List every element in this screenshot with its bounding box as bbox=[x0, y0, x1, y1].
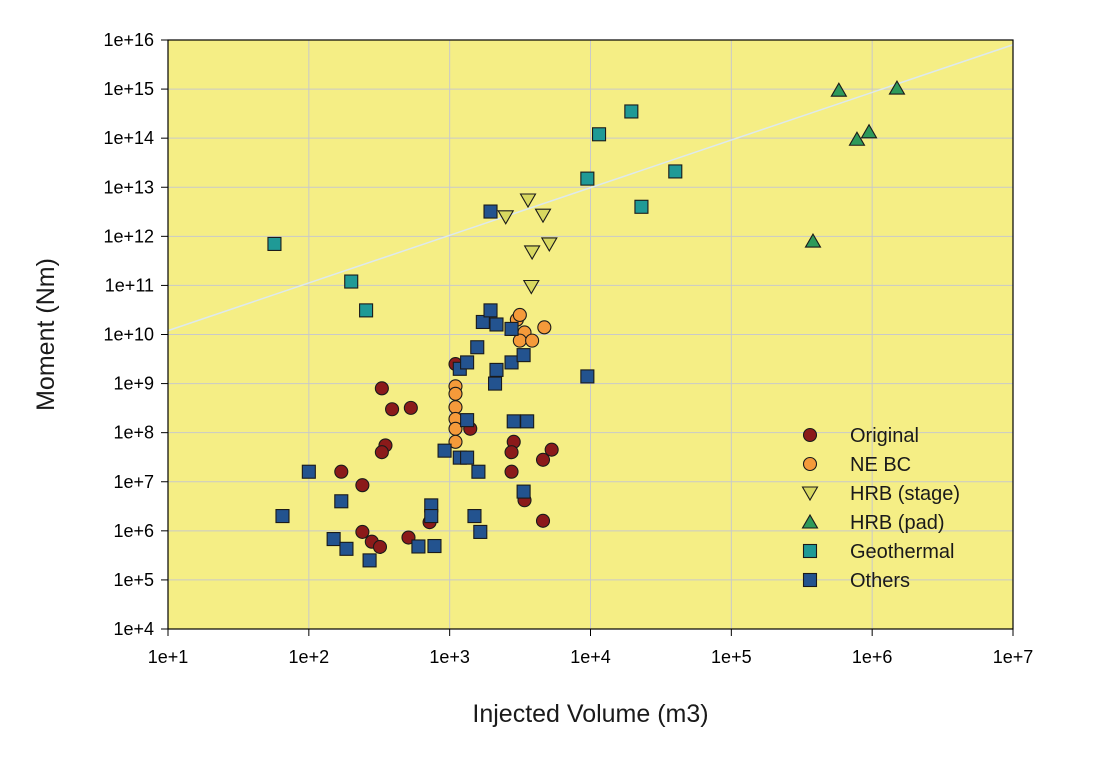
point-geothermal bbox=[268, 237, 281, 250]
point-others bbox=[302, 465, 315, 478]
x-tick-label: 1e+3 bbox=[429, 647, 470, 667]
point-original bbox=[356, 479, 369, 492]
point-others bbox=[507, 415, 520, 428]
point-others bbox=[340, 542, 353, 555]
legend-marker-geothermal bbox=[804, 545, 817, 558]
y-tick-label: 1e+7 bbox=[113, 472, 154, 492]
point-others bbox=[505, 356, 518, 369]
point-others bbox=[472, 465, 485, 478]
point-others bbox=[438, 444, 451, 457]
y-tick-label: 1e+14 bbox=[103, 128, 154, 148]
x-tick-label: 1e+5 bbox=[711, 647, 752, 667]
x-tick-label: 1e+1 bbox=[148, 647, 189, 667]
point-others bbox=[461, 414, 474, 427]
point-ne-bc bbox=[526, 334, 539, 347]
point-geothermal bbox=[581, 172, 594, 185]
point-original bbox=[375, 382, 388, 395]
point-geothermal bbox=[669, 165, 682, 178]
point-original bbox=[537, 514, 550, 527]
point-others bbox=[581, 370, 594, 383]
point-others bbox=[521, 415, 534, 428]
y-axis-title: Moment (Nm) bbox=[32, 258, 60, 411]
y-tick-label: 1e+8 bbox=[113, 423, 154, 443]
legend-label: HRB (pad) bbox=[850, 512, 944, 534]
point-original bbox=[505, 465, 518, 478]
x-tick-label: 1e+6 bbox=[852, 647, 893, 667]
legend-marker-original bbox=[804, 429, 817, 442]
point-original bbox=[373, 540, 386, 553]
point-original bbox=[545, 443, 558, 456]
point-geothermal bbox=[360, 304, 373, 317]
point-others bbox=[412, 540, 425, 553]
point-others bbox=[327, 533, 340, 546]
y-tick-label: 1e+16 bbox=[103, 30, 154, 50]
point-original bbox=[335, 465, 348, 478]
y-tick-label: 1e+11 bbox=[105, 275, 154, 295]
y-tick-label: 1e+6 bbox=[113, 521, 154, 541]
point-original bbox=[356, 525, 369, 538]
point-others bbox=[484, 205, 497, 218]
point-others bbox=[474, 525, 487, 538]
point-geothermal bbox=[345, 275, 358, 288]
point-ne-bc bbox=[513, 334, 526, 347]
x-axis-title: Injected Volume (m3) bbox=[472, 700, 708, 728]
point-others bbox=[335, 495, 348, 508]
y-tick-label: 1e+5 bbox=[113, 570, 154, 590]
point-others bbox=[276, 510, 289, 523]
legend-label: Others bbox=[850, 570, 910, 592]
x-tick-label: 1e+7 bbox=[993, 647, 1034, 667]
legend-marker-ne-bc bbox=[804, 458, 817, 471]
point-others bbox=[517, 485, 530, 498]
point-geothermal bbox=[593, 128, 606, 141]
point-others bbox=[363, 554, 376, 567]
y-axis-tick-labels: 1e+4 1e+5 1e+6 1e+7 1e+8 1e+9 1e+10 1e+11 1e+12 1… bbox=[103, 30, 154, 639]
point-others bbox=[425, 510, 438, 523]
point-original bbox=[505, 446, 518, 459]
point-geothermal bbox=[625, 105, 638, 118]
point-ne-bc bbox=[538, 321, 551, 334]
point-geothermal bbox=[635, 200, 648, 213]
point-ne-bc bbox=[449, 387, 462, 400]
point-others bbox=[468, 510, 481, 523]
point-ne-bc bbox=[513, 308, 526, 321]
point-ne-bc bbox=[449, 422, 462, 435]
x-axis-tick-labels: 1e+1 1e+2 1e+3 1e+4 1e+5 1e+6 1e+7 bbox=[148, 647, 1034, 667]
point-others bbox=[461, 356, 474, 369]
legend-label: Geothermal bbox=[850, 541, 955, 563]
legend-label: NE BC bbox=[850, 454, 911, 476]
point-others bbox=[471, 341, 484, 354]
y-tick-label: 1e+10 bbox=[103, 325, 154, 345]
x-tick-label: 1e+4 bbox=[570, 647, 611, 667]
y-tick-label: 1e+4 bbox=[113, 619, 154, 639]
point-original bbox=[386, 403, 399, 416]
legend-label: HRB (stage) bbox=[850, 483, 960, 505]
point-others bbox=[484, 304, 497, 317]
y-tick-label: 1e+15 bbox=[103, 79, 154, 99]
point-others bbox=[490, 318, 503, 331]
point-others bbox=[428, 540, 441, 553]
legend-marker-others bbox=[804, 574, 817, 587]
point-others bbox=[517, 349, 530, 362]
point-others bbox=[461, 451, 474, 464]
point-others bbox=[505, 322, 518, 335]
point-original bbox=[404, 401, 417, 414]
point-original bbox=[375, 446, 388, 459]
y-tick-label: 1e+12 bbox=[103, 226, 154, 246]
point-ne-bc bbox=[449, 401, 462, 414]
legend-label: Original bbox=[850, 425, 919, 447]
point-others bbox=[489, 377, 502, 390]
x-tick-label: 1e+2 bbox=[289, 647, 330, 667]
y-tick-label: 1e+13 bbox=[103, 177, 154, 197]
y-tick-label: 1e+9 bbox=[113, 374, 154, 394]
point-others bbox=[490, 363, 503, 376]
